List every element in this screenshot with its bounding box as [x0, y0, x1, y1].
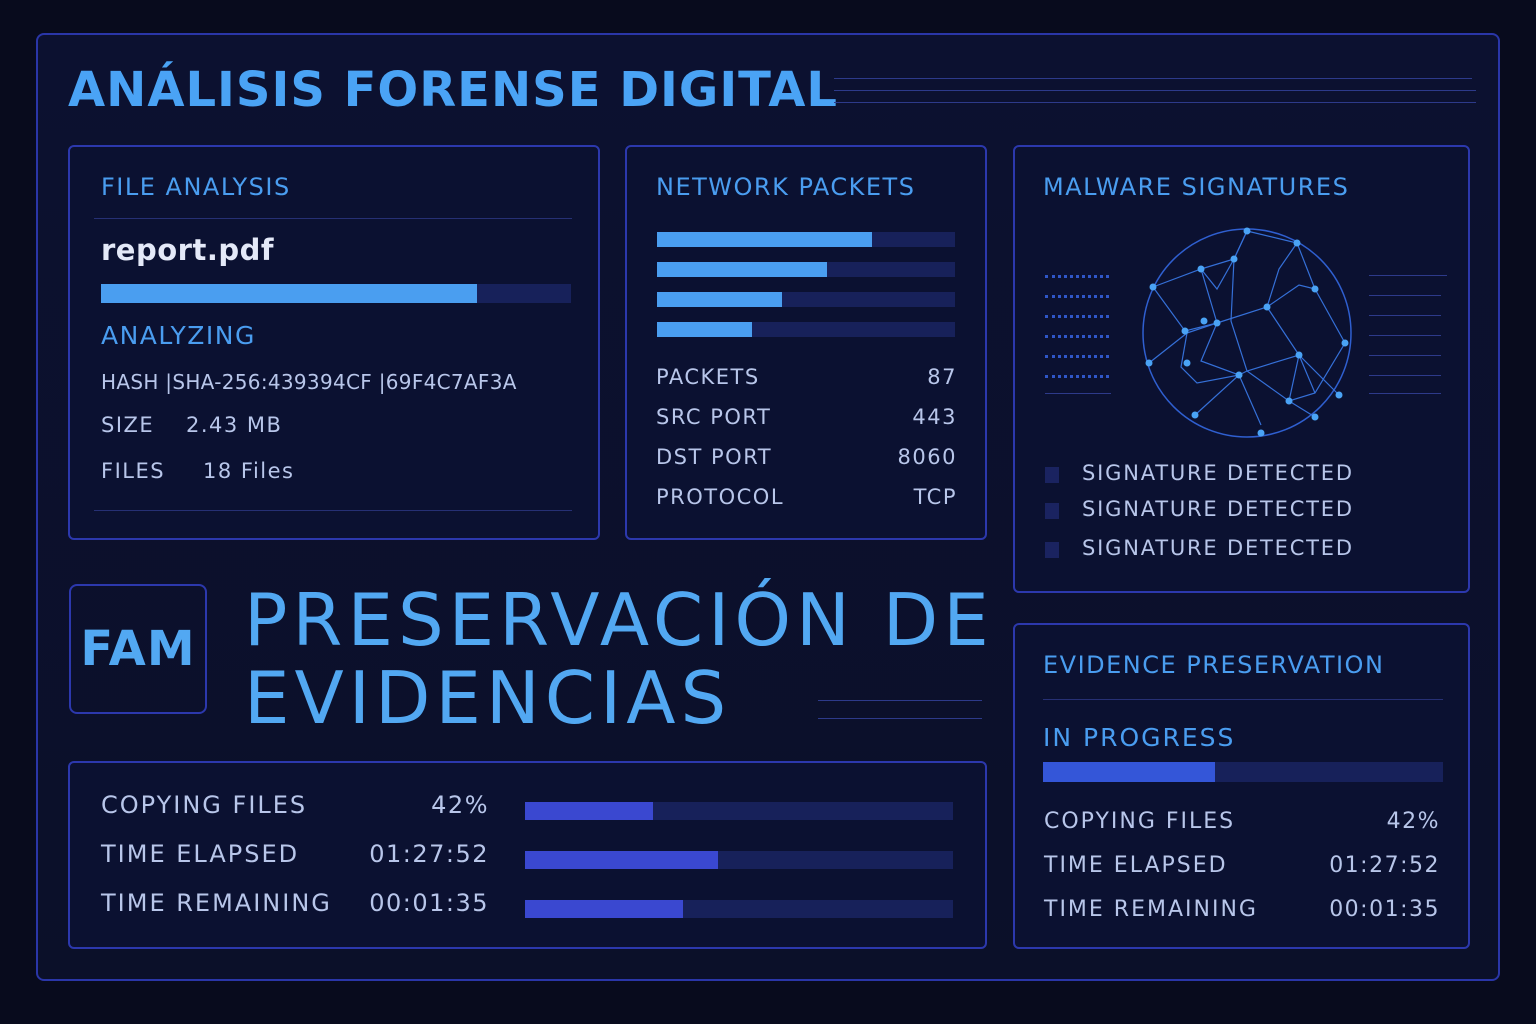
decor-dots [1045, 375, 1109, 378]
evidence-value: 42% [1386, 809, 1440, 834]
evidence-label: TIME REMAINING [1044, 897, 1258, 922]
signature-indicator-icon [1045, 467, 1059, 483]
network-packets-panel: NETWORK PACKETS PACKETS 87 SRC PORT 443 DST … [625, 145, 987, 540]
packet-bar-fill [657, 292, 783, 307]
panel-title: NETWORK PACKETS [656, 173, 916, 201]
progress-bar [525, 900, 953, 918]
malware-panel: MALWARE SIGNATURES [1013, 145, 1470, 593]
packet-bar [657, 322, 955, 337]
stat-label: SRC PORT [656, 405, 772, 429]
copy-progress-panel: COPYING FILES 42% TIME ELAPSED 01:27:52 TIME… [68, 761, 987, 949]
file-progress-fill [101, 284, 477, 303]
signature-item: SIGNATURE DETECTED [1082, 497, 1354, 521]
evidence-label: TIME ELAPSED [1044, 853, 1228, 878]
status-text: IN PROGRESS [1043, 723, 1236, 752]
stat-label: PROTOCOL [656, 485, 785, 509]
file-analysis-panel: FILE ANALYSIS report.pdf ANALYZING HASH … [68, 145, 600, 540]
decor-dots [1045, 275, 1109, 278]
progress-bar-fill [525, 900, 684, 918]
decor-line [1369, 393, 1441, 394]
evidence-preservation-panel: EVIDENCE PRESERVATION IN PROGRESS COPYIN… [1013, 623, 1470, 949]
signature-item: SIGNATURE DETECTED [1082, 461, 1354, 485]
decor-line [1045, 393, 1111, 394]
signature-item: SIGNATURE DETECTED [1082, 536, 1354, 560]
header-divider [834, 90, 1476, 91]
header-divider [834, 102, 1476, 103]
page-title: ANÁLISIS FORENSE DIGITAL [68, 62, 838, 118]
stat-label: DST PORT [656, 445, 773, 469]
evidence-label: COPYING FILES [1044, 809, 1236, 834]
status-text: ANALYZING [101, 321, 256, 350]
network-globe-icon [1142, 227, 1352, 438]
stat-value: 87 [927, 365, 957, 389]
panel-title: EVIDENCE PRESERVATION [1043, 651, 1385, 679]
file-name: report.pdf [101, 233, 274, 267]
hero-title-line1: PRESERVACIÓN DE [244, 578, 994, 662]
files-value: 18 Files [203, 459, 295, 483]
stat-value: 8060 [897, 445, 957, 469]
packet-bar [657, 292, 955, 307]
stat-value: 443 [912, 405, 957, 429]
signature-indicator-icon [1045, 503, 1059, 519]
hero-divider [818, 700, 982, 701]
evidence-progress-bar [1043, 762, 1443, 782]
progress-label: COPYING FILES [101, 791, 308, 819]
divider [94, 510, 572, 511]
decor-dots [1045, 295, 1109, 298]
packet-bar [657, 262, 955, 277]
decor-line [1369, 355, 1441, 356]
packet-bar-fill [657, 232, 872, 247]
evidence-progress-fill [1043, 762, 1215, 782]
decor-dots [1045, 335, 1109, 338]
progress-value: 00:01:35 [369, 889, 489, 917]
progress-label: TIME REMAINING [101, 889, 332, 917]
size-label: SIZE [101, 413, 155, 437]
progress-bar-fill [525, 802, 654, 820]
evidence-value: 00:01:35 [1329, 897, 1440, 922]
progress-value: 01:27:52 [369, 840, 489, 868]
progress-bar [525, 802, 953, 820]
evidence-value: 01:27:52 [1329, 853, 1440, 878]
decor-line [1369, 295, 1441, 296]
progress-label: TIME ELAPSED [101, 840, 300, 868]
header-divider [834, 78, 1472, 79]
size-value: 2.43 MB [186, 413, 283, 437]
packet-bar-fill [657, 322, 753, 337]
files-label: FILES [101, 459, 166, 483]
stat-value: TCP [913, 485, 957, 509]
panel-title: MALWARE SIGNATURES [1043, 173, 1350, 201]
fam-logo: FAM [69, 584, 207, 714]
decor-line [1369, 335, 1441, 336]
decor-line [1369, 275, 1447, 276]
hero-title-line2: EVIDENCIAS [244, 656, 732, 740]
hero-divider [818, 718, 982, 719]
hash-value: HASH |SHA-256:439394CF |69F4C7AF3A [101, 370, 517, 394]
decor-line [1369, 375, 1441, 376]
signature-indicator-icon [1045, 542, 1059, 558]
divider [94, 218, 572, 219]
packet-bar [657, 232, 955, 247]
progress-value: 42% [431, 791, 489, 819]
packet-bar-fill [657, 262, 827, 277]
divider [1043, 699, 1443, 700]
progress-bar [525, 851, 953, 869]
decor-line [1369, 315, 1441, 316]
stat-label: PACKETS [656, 365, 760, 389]
decor-dots [1045, 315, 1109, 318]
panel-title: FILE ANALYSIS [101, 173, 291, 201]
decor-dots [1045, 355, 1109, 358]
file-progress-bar [101, 284, 571, 303]
progress-bar-fill [525, 851, 718, 869]
